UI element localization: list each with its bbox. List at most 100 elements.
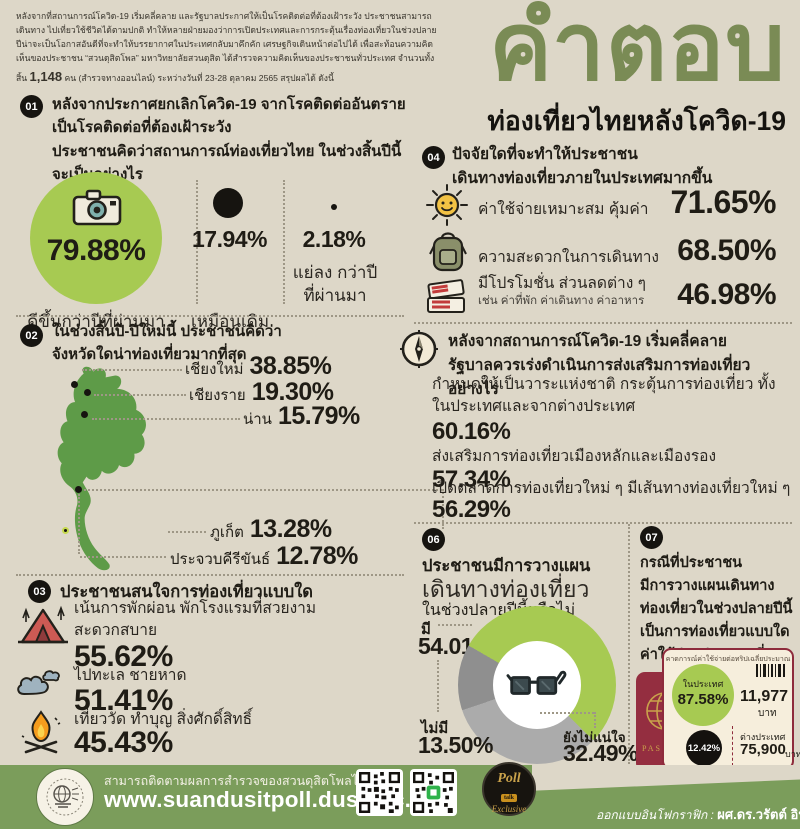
section-4-number: 04 xyxy=(422,146,445,169)
travel-style-3-label: เที่ยววัด ทำบุญ สิ่งศักดิ์สิทธิ์ xyxy=(74,711,253,728)
logo-globe-computer-icon xyxy=(46,778,84,816)
policy-1-value: 60.16% xyxy=(432,418,511,445)
divider-dotted-vertical xyxy=(283,180,285,304)
factor-1-value: 71.65% xyxy=(670,184,776,220)
barcode-icon xyxy=(756,664,785,677)
intl-share-circle: 12.42% xyxy=(686,730,722,766)
section-1-number: 01 xyxy=(20,95,43,118)
donut-unsure-value: 32.49% xyxy=(563,740,639,766)
policy-1-label: กำหนดให้เป็นวาระแห่งชาติ กระตุ้นการท่องเ… xyxy=(432,376,776,416)
map-dot-chiangrai xyxy=(84,389,91,396)
tent-icon xyxy=(18,605,68,644)
divider-dotted-vertical xyxy=(196,180,198,304)
qr-code-line xyxy=(410,769,457,816)
qr-code-icon xyxy=(359,772,400,813)
map-leader-line xyxy=(84,489,442,491)
intro-text: หลังจากที่สถานการณ์โควิด-19 เริ่มคลี่คลา… xyxy=(16,11,437,83)
section-6-number: 06 xyxy=(422,528,445,551)
section-3-number: 03 xyxy=(28,580,51,603)
domestic-baht: บาท xyxy=(758,708,777,719)
factor-3-value: 46.98% xyxy=(677,278,776,311)
donut-unsure-label: ยังไม่แน่ใจ xyxy=(563,730,626,745)
qr-code-website xyxy=(356,769,403,816)
option-better-value: 79.88% xyxy=(46,234,146,267)
camera-icon xyxy=(72,189,122,226)
section-4-question: ปัจจัยใดที่จะทำให้ประชาชน เดินทางท่องเที… xyxy=(452,146,713,188)
domestic-label: ในประเทศ xyxy=(682,679,724,689)
map-leader-line xyxy=(94,394,186,396)
campfire-icon xyxy=(21,710,61,754)
policy-2-value: 57.34% xyxy=(432,466,511,493)
divider-dotted-horizontal xyxy=(16,574,404,576)
divider-dotted-horizontal xyxy=(16,315,404,317)
policy-3-value: 56.29% xyxy=(432,496,511,523)
option-same-dot xyxy=(213,188,243,218)
badge-tag-talk: talk xyxy=(500,794,517,803)
donut-no-value: 13.50% xyxy=(418,732,494,758)
travel-style-2-label: ไปทะเล ชายหาด xyxy=(74,667,187,684)
domestic-amount: 11,977 xyxy=(740,688,789,705)
divider-dotted-vertical xyxy=(628,524,630,764)
donut-leader-line xyxy=(540,712,594,714)
map-leader-line xyxy=(168,531,206,533)
intl-amount: 75,900 xyxy=(740,741,786,758)
divider-dotted-horizontal xyxy=(414,522,792,524)
factor-2-label: ความสะดวกในการเดินทาง xyxy=(478,249,659,266)
province-row: เชียงใหม่ 38.85% xyxy=(185,352,332,380)
map-leader-line xyxy=(78,494,80,554)
province-row: ภูเก็ต 13.28% xyxy=(210,515,332,543)
map-leader-line xyxy=(80,556,166,558)
credit-name: ผศ.ดร.วรัตต์ อินทสระ xyxy=(717,807,800,822)
ticket-caption: คาดการณ์ค่าใช้จ่ายต่อทริปเฉลี่ยประมาณ xyxy=(665,656,791,663)
domestic-share-circle: ในประเทศ 87.58% xyxy=(672,664,734,726)
donut-no-label: ไม่มี xyxy=(421,720,449,737)
donut-leader-line xyxy=(438,624,472,626)
donut-leader-line xyxy=(437,660,439,712)
footer-follow-text: สามารถติดตามผลการสำรวจของสวนดุสิตโพลได้ท… xyxy=(104,774,375,788)
poll-talk-exclusive-badge: Poll talk Exclusive xyxy=(482,762,536,816)
badge-word-exclusive: Exclusive xyxy=(491,804,527,814)
intro-paragraph: หลังจากที่สถานการณ์โควิด-19 เริ่มคลี่คลา… xyxy=(16,10,440,87)
section-6-question-line2: เดินทางท่องเที่ยว xyxy=(422,576,590,602)
map-dot-phuket xyxy=(62,527,69,534)
option-worse-dot xyxy=(331,204,337,210)
donut-leader-line xyxy=(594,712,596,728)
qr-code-icon xyxy=(413,772,454,813)
tickets-icon xyxy=(427,279,465,313)
province-row: เชียงราย 19.30% xyxy=(189,378,334,406)
divider-dotted-horizontal xyxy=(414,322,792,324)
section-2-number: 02 xyxy=(20,324,43,347)
donut-yes-label: มี xyxy=(421,621,431,638)
travel-style-3-value: 45.43% xyxy=(74,726,173,759)
factor-1-label: ค่าใช้จ่ายเหมาะสม คุ้มค่า xyxy=(478,201,649,218)
option-same-value: 17.94% xyxy=(192,226,268,252)
credit-prefix: ออกแบบอินโฟกราฟิก : xyxy=(596,808,714,822)
option-better-circle: 79.88% xyxy=(30,172,162,304)
sunglasses-icon xyxy=(506,670,567,695)
ticket-dashed-divider xyxy=(732,726,733,766)
province-row: ประจวบคีรีขันธ์ 12.78% xyxy=(170,542,358,570)
badge-word-poll: Poll xyxy=(497,771,521,786)
option-worse-label: แย่ลง กว่าปีที่ผ่านมา xyxy=(292,263,378,305)
travel-style-1-label: เน้นการพักผ่อน พักโรงแรมที่สวยงาม สะดวกส… xyxy=(74,600,317,639)
map-dot-nan xyxy=(81,411,88,418)
section-5-question: หลังจากสถานการณ์โควิด-19 เริ่มคลี่คลาย ร… xyxy=(448,333,751,399)
factor-2-value: 68.50% xyxy=(677,234,776,267)
travel-style-1-value: 55.62% xyxy=(74,640,173,673)
expense-ticket-card: คาดการณ์ค่าใช้จ่ายต่อทริปเฉลี่ยประมาณ ใน… xyxy=(662,648,800,770)
clouds-icon xyxy=(17,670,60,696)
footer-diagonal-wedge xyxy=(532,765,800,791)
backpack-icon xyxy=(429,232,467,272)
designer-credit: ออกแบบอินโฟกราฟิก : ผศ.ดร.วรัตต์ อินทสระ xyxy=(596,804,800,825)
policy-2-label: ส่งเสริมการท่องเที่ยวเมืองหลักและเมืองรอ… xyxy=(432,448,717,465)
section-1-question: หลังจากประกาศยกเลิกโควิด-19 จากโรคติดต่อ… xyxy=(52,96,406,183)
map-dot-chiangmai xyxy=(71,381,78,388)
plan-donut-chart xyxy=(458,606,616,764)
map-dot-prachuap xyxy=(75,486,82,493)
section-7-question: กรณีที่ประชาชน มีการวางแผนเดินทาง ท่องเท… xyxy=(640,555,793,663)
page-title: คำตอบ xyxy=(489,0,786,99)
section-7-number: 07 xyxy=(640,526,663,549)
map-leader-line xyxy=(82,369,182,371)
section-6-question-line1: ประชาชนมีการวางแผน xyxy=(422,557,591,575)
factor-3-label: มีโปรโมชั่น ส่วนลดต่าง ๆ xyxy=(478,275,646,292)
